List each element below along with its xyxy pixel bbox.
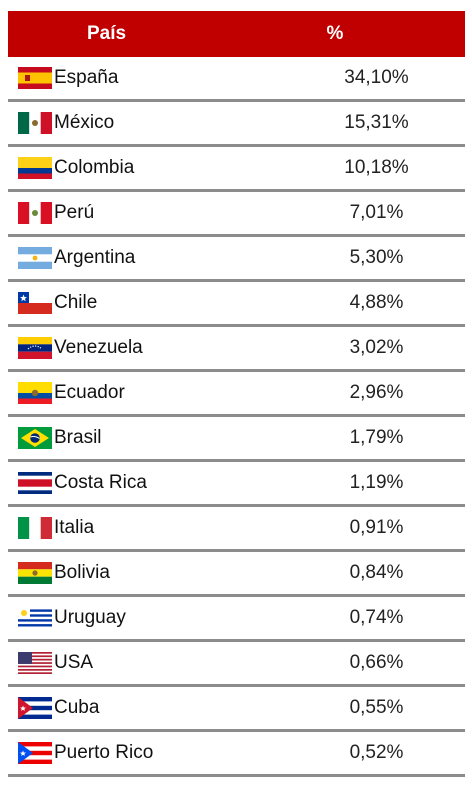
table-row: Italia 0,91% xyxy=(8,507,465,552)
table-row: Puerto Rico 0,52% xyxy=(8,732,465,777)
argentina-flag-icon xyxy=(18,247,52,269)
uruguay-flag-icon xyxy=(18,607,52,629)
percent-value: 3,02% xyxy=(349,337,404,358)
table-header: País % xyxy=(8,11,465,57)
percent-value: 15,31% xyxy=(344,112,409,133)
country-name: Venezuela xyxy=(54,337,143,358)
table-row: USA 0,66% xyxy=(8,642,465,687)
table-row: Bolivia 0,84% xyxy=(8,552,465,597)
percent-value: 0,55% xyxy=(349,697,404,718)
table-row: Chile 4,88% xyxy=(8,282,465,327)
brazil-flag-icon xyxy=(18,427,52,449)
country-name: México xyxy=(54,112,115,133)
country-name: Brasil xyxy=(54,427,102,448)
country-name: Uruguay xyxy=(54,607,126,628)
bolivia-flag-icon xyxy=(18,562,52,584)
percent-value: 0,91% xyxy=(349,517,404,538)
country-name: Italia xyxy=(54,517,95,538)
column-header-percent: % xyxy=(326,23,344,44)
mexico-flag-icon xyxy=(18,112,52,134)
country-name: Chile xyxy=(54,292,98,313)
cuba-flag-icon xyxy=(18,697,52,719)
table-row: Colombia 10,18% xyxy=(8,147,465,192)
colombia-flag-icon xyxy=(18,157,52,179)
country-name: Bolivia xyxy=(54,562,110,583)
country-name: Colombia xyxy=(54,157,135,178)
table-row: Costa Rica 1,19% xyxy=(8,462,465,507)
country-name: Ecuador xyxy=(54,382,125,403)
percent-value: 10,18% xyxy=(344,157,409,178)
table-row: Uruguay 0,74% xyxy=(8,597,465,642)
table-row: México 15,31% xyxy=(8,102,465,147)
percent-value: 4,88% xyxy=(349,292,404,313)
percent-value: 34,10% xyxy=(344,67,409,88)
percent-value: 0,52% xyxy=(349,742,404,763)
table-row: Venezuela 3,02% xyxy=(8,327,465,372)
percent-value: 0,66% xyxy=(349,652,404,673)
column-header-country: País xyxy=(86,23,127,44)
country-name: Perú xyxy=(54,202,95,223)
percent-value: 2,96% xyxy=(349,382,404,403)
table-row: Cuba 0,55% xyxy=(8,687,465,732)
venezuela-flag-icon xyxy=(18,337,52,359)
italy-flag-icon xyxy=(18,517,52,539)
percent-value: 5,30% xyxy=(349,247,404,268)
ecuador-flag-icon xyxy=(18,382,52,404)
percent-value: 1,19% xyxy=(349,472,404,493)
spain-flag-icon xyxy=(18,67,52,89)
table-row: Brasil 1,79% xyxy=(8,417,465,462)
puerto-rico-flag-icon xyxy=(18,742,52,764)
percent-value: 1,79% xyxy=(349,427,404,448)
costa-rica-flag-icon xyxy=(18,472,52,494)
table-row: Ecuador 2,96% xyxy=(8,372,465,417)
chile-flag-icon xyxy=(18,292,52,314)
country-name: Puerto Rico xyxy=(54,742,154,763)
percent-value: 7,01% xyxy=(349,202,404,223)
country-name: USA xyxy=(54,652,94,673)
table-row: España 34,10% xyxy=(8,57,465,102)
table-row: Perú 7,01% xyxy=(8,192,465,237)
table-row: Argentina 5,30% xyxy=(8,237,465,282)
percent-value: 0,74% xyxy=(349,607,404,628)
country-name: Cuba xyxy=(54,697,100,718)
country-name: Argentina xyxy=(54,247,136,268)
peru-flag-icon xyxy=(18,202,52,224)
country-percentage-table: País % España 34,10% México 15,31% Colom… xyxy=(8,11,465,777)
country-name: España xyxy=(54,67,119,88)
percent-value: 0,84% xyxy=(349,562,404,583)
country-name: Costa Rica xyxy=(54,472,147,493)
usa-flag-icon xyxy=(18,652,52,674)
